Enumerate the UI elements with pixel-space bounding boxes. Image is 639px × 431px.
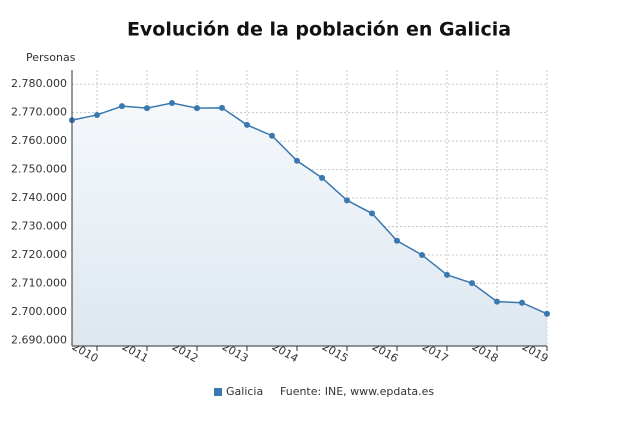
point <box>519 299 525 306</box>
point <box>444 271 450 278</box>
y-tick-label: 2.690.000 <box>11 333 67 346</box>
point <box>369 210 375 217</box>
point <box>544 310 550 317</box>
point <box>244 121 250 128</box>
point <box>144 105 150 112</box>
y-tick-label: 2.730.000 <box>11 219 67 232</box>
y-axis-label: Personas <box>26 51 76 64</box>
point <box>394 237 400 244</box>
y-tick-label: 2.750.000 <box>11 163 67 176</box>
chart-title: Evolución de la población en Galicia <box>127 19 511 41</box>
y-tick-label: 2.740.000 <box>11 191 67 204</box>
point <box>319 174 325 181</box>
point <box>219 104 225 111</box>
line <box>71 102 548 315</box>
point <box>94 111 100 118</box>
y-tick-label: 2.720.000 <box>11 248 67 261</box>
point <box>419 251 425 258</box>
point <box>269 132 275 139</box>
legend-label: Galicia <box>226 385 263 398</box>
y-tick-label: 2.760.000 <box>11 134 67 147</box>
legend-swatch <box>214 388 222 396</box>
point <box>119 103 125 110</box>
point <box>169 100 175 107</box>
point <box>469 280 475 287</box>
point <box>194 105 200 112</box>
y-tick-label: 2.700.000 <box>11 305 67 318</box>
y-tick-label: 2.710.000 <box>11 276 67 289</box>
y-tick-label: 2.770.000 <box>11 106 67 119</box>
y-tick-label: 2.780.000 <box>11 77 67 90</box>
point <box>494 298 500 305</box>
point <box>344 197 350 204</box>
point <box>294 157 300 164</box>
area <box>72 103 547 346</box>
source-note: Fuente: INE, www.epdata.es <box>280 385 434 398</box>
